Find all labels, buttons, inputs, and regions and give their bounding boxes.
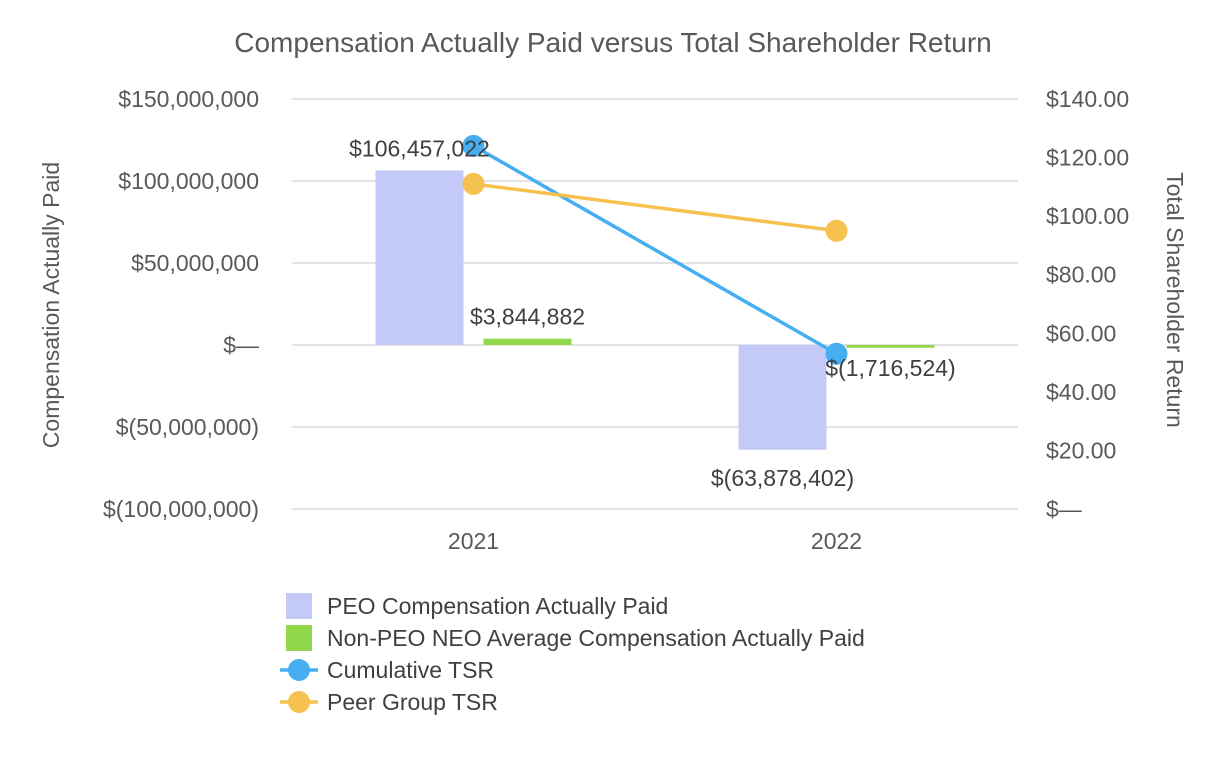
lines [462,134,848,365]
y-axis-title: Compensation Actually Paid [38,162,64,448]
marker-cumulative-tsr-2022 [825,342,848,365]
bar-data-label: $106,457,022 [349,135,490,161]
legend-label: Peer Group TSR [327,689,498,715]
bar-non-peo-2022 [846,345,935,348]
data-labels: $106,457,022 $(63,878,402) $3,844,882 $(1,7… [349,135,956,490]
x-tick-label: 2021 [448,528,499,554]
y2-tick-label: $20.00 [1046,437,1116,463]
y2-tick-label: $140.00 [1046,86,1129,112]
marker-peer-group-tsr-2022 [825,219,848,242]
chart-title: Compensation Actually Paid versus Total … [234,27,991,58]
bar-peo-2021 [375,170,464,345]
bar-non-peo-2021 [483,338,572,345]
legend-marker [288,691,310,713]
bar-peo-2022 [738,345,827,450]
y2-tick-label: $100.00 [1046,203,1129,229]
x-tick-label: 2022 [811,528,862,554]
y-tick-label: $(50,000,000) [116,414,259,440]
bar-data-label: $(1,716,524) [825,355,955,381]
y2-tick-label: $60.00 [1046,320,1116,346]
y2-axis-title: Total Shareholder Return [1162,172,1188,428]
legend-label: Non-PEO NEO Average Compensation Actuall… [327,625,865,651]
axes: $150,000,000 $100,000,000 $50,000,000 $— $(5… [103,86,1129,554]
y-tick-label: $50,000,000 [131,250,259,276]
marker-cumulative-tsr-2021 [462,134,485,157]
y2-tick-label: $80.00 [1046,262,1116,288]
bar-data-label: $3,844,882 [470,304,585,330]
y-tick-label: $100,000,000 [118,168,259,194]
y2-tick-label: $— [1046,496,1082,522]
legend-swatch [286,625,312,651]
legend-label: PEO Compensation Actually Paid [327,593,668,619]
y-tick-label: $150,000,000 [118,86,259,112]
y2-tick-label: $120.00 [1046,145,1129,171]
bar-data-label: $(63,878,402) [711,465,854,491]
legend-marker [288,659,310,681]
y-tick-label: $— [223,332,259,358]
legend-swatch [286,593,312,619]
legend: PEO Compensation Actually Paid Non-PEO NE… [280,593,865,715]
y-tick-label: $(100,000,000) [103,496,259,522]
bars [375,170,935,450]
marker-peer-group-tsr-2021 [462,172,485,195]
line-peer-group-tsr [473,182,837,233]
legend-label: Cumulative TSR [327,657,494,683]
y2-tick-label: $40.00 [1046,379,1116,405]
line-cumulative-tsr [472,144,838,356]
